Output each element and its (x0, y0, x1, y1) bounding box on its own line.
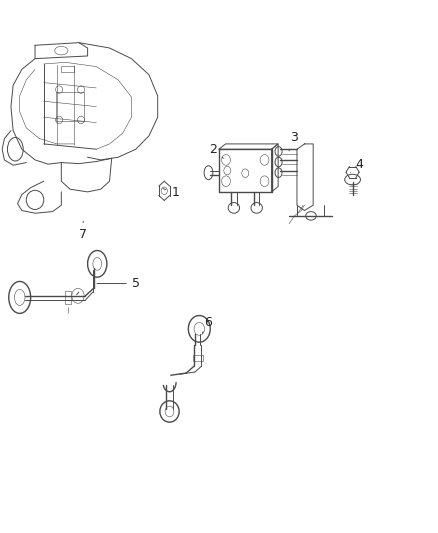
Text: 3: 3 (289, 131, 298, 151)
Bar (56, 92, 84, 121)
Text: 7: 7 (79, 221, 87, 241)
Text: 1: 1 (163, 187, 179, 199)
Bar (193, 355, 203, 361)
Text: 5: 5 (97, 277, 140, 290)
Bar (64, 291, 71, 304)
Bar (61, 66, 74, 72)
Text: 6: 6 (202, 316, 212, 333)
Text: 2: 2 (209, 143, 223, 158)
Text: 4: 4 (350, 158, 363, 173)
